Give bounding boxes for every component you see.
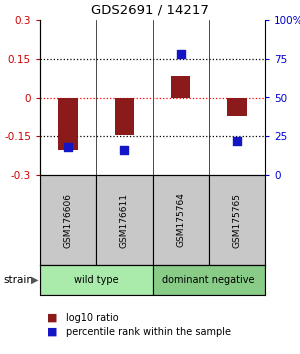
Text: dominant negative: dominant negative: [163, 275, 255, 285]
Text: GSM176611: GSM176611: [120, 193, 129, 247]
Text: GSM175765: GSM175765: [232, 193, 242, 247]
Text: GDS2691 / 14217: GDS2691 / 14217: [91, 4, 209, 17]
Bar: [227, 97, 247, 116]
Text: percentile rank within the sample: percentile rank within the sample: [66, 327, 231, 337]
Point: [122, 147, 127, 153]
Bar: [171, 76, 190, 97]
Bar: [40, 175, 96, 265]
Text: log10 ratio: log10 ratio: [66, 313, 118, 323]
Text: GSM176606: GSM176606: [64, 193, 73, 247]
Bar: [152, 265, 265, 295]
Text: GSM175764: GSM175764: [176, 193, 185, 247]
Point: [66, 144, 70, 150]
Bar: [40, 265, 152, 295]
Text: ▶: ▶: [31, 275, 38, 285]
Text: strain: strain: [3, 275, 33, 285]
Text: ■: ■: [46, 313, 57, 323]
Bar: [152, 175, 209, 265]
Bar: [58, 97, 78, 150]
Text: ■: ■: [46, 327, 57, 337]
Point: [235, 138, 239, 144]
Bar: [115, 97, 134, 135]
Bar: [209, 175, 265, 265]
Point: [178, 51, 183, 57]
Bar: [96, 175, 152, 265]
Text: wild type: wild type: [74, 275, 118, 285]
